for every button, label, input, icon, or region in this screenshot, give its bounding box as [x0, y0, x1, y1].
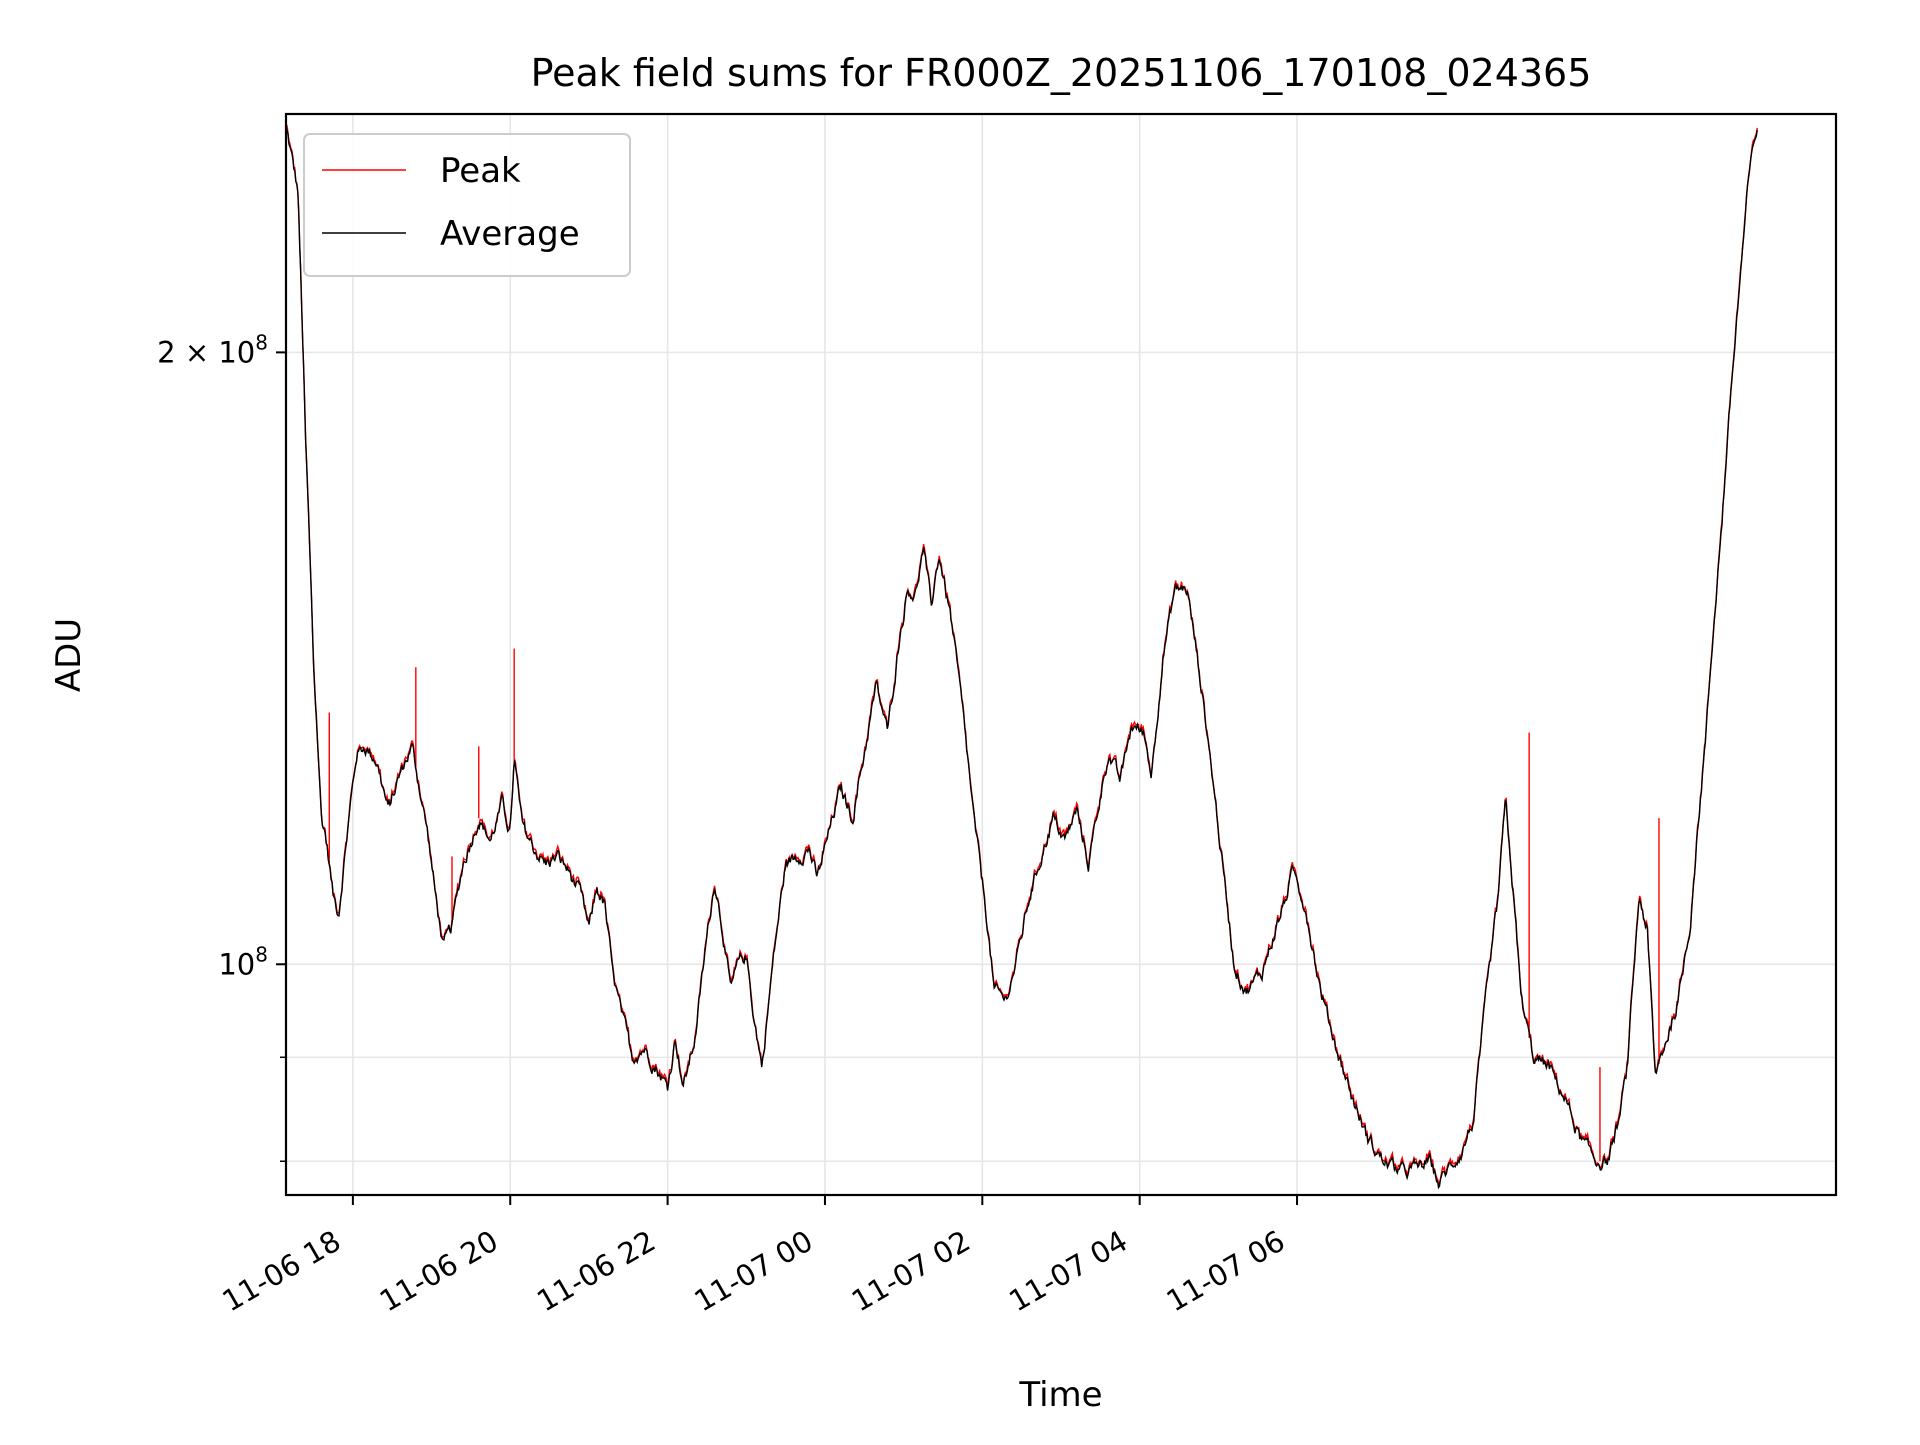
series-line-average	[285, 125, 1758, 1190]
y-tick-label: 2 × 108	[157, 330, 268, 369]
x-axis-label: Time	[1018, 1375, 1102, 1415]
grid-layer	[286, 114, 1836, 1195]
plot-frame	[284, 112, 1838, 1197]
y-axis-label: ADU	[49, 618, 89, 692]
chart-title: Peak field sums for FR000Z_20251106_1701…	[531, 51, 1592, 95]
legend: Peak Average	[303, 133, 631, 277]
legend-label-average: Average	[440, 214, 580, 254]
y-tick-label: 108	[218, 942, 268, 981]
series-layer	[285, 123, 1758, 1190]
legend-label-peak: Peak	[440, 151, 521, 191]
